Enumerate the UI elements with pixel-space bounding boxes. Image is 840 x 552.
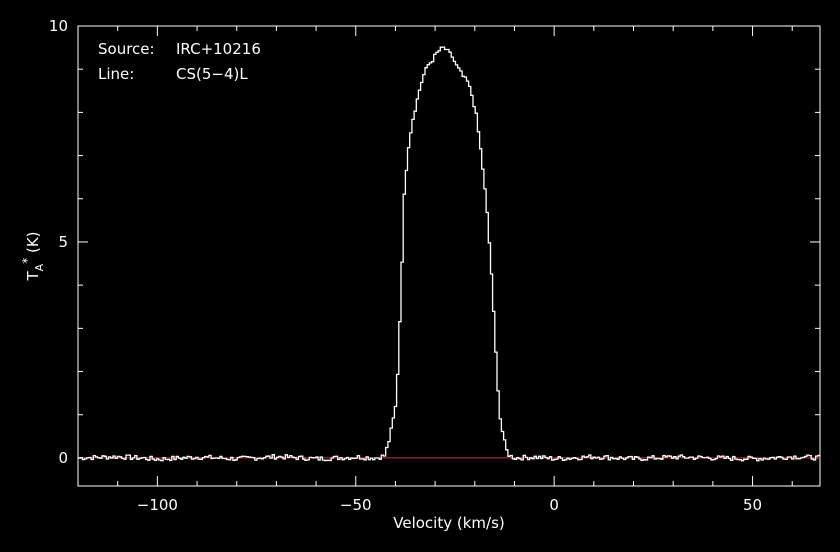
y-axis-label: TA* (K) [20,231,46,281]
y-axis-label-sub: A [33,263,46,271]
source-label: Source: [98,40,155,58]
y-axis-label-sup: * [20,258,34,264]
y-axis-label-base: T [24,271,42,282]
line-value: CS(5−4)L [176,65,248,83]
y-tick-label: 10 [49,17,68,35]
x-tick-label: 0 [549,496,559,514]
y-axis: 0 5 10 [49,17,820,467]
source-value: IRC+10216 [176,40,261,58]
line-label: Line: [98,65,134,83]
series-line [78,46,821,462]
x-tick-label: −100 [137,496,178,514]
y-tick-label: 0 [58,449,68,467]
x-tick-label: −50 [340,496,372,514]
x-axis: −100 −50 0 50 [117,26,793,514]
y-axis-label-unit: (K) [24,231,42,257]
x-tick-label: 50 [743,496,762,514]
y-tick-label: 5 [58,233,68,251]
x-axis-label: Velocity (km/s) [393,514,504,532]
svg-text:TA* (K): TA* (K) [20,231,46,281]
plot-frame [77,25,821,487]
